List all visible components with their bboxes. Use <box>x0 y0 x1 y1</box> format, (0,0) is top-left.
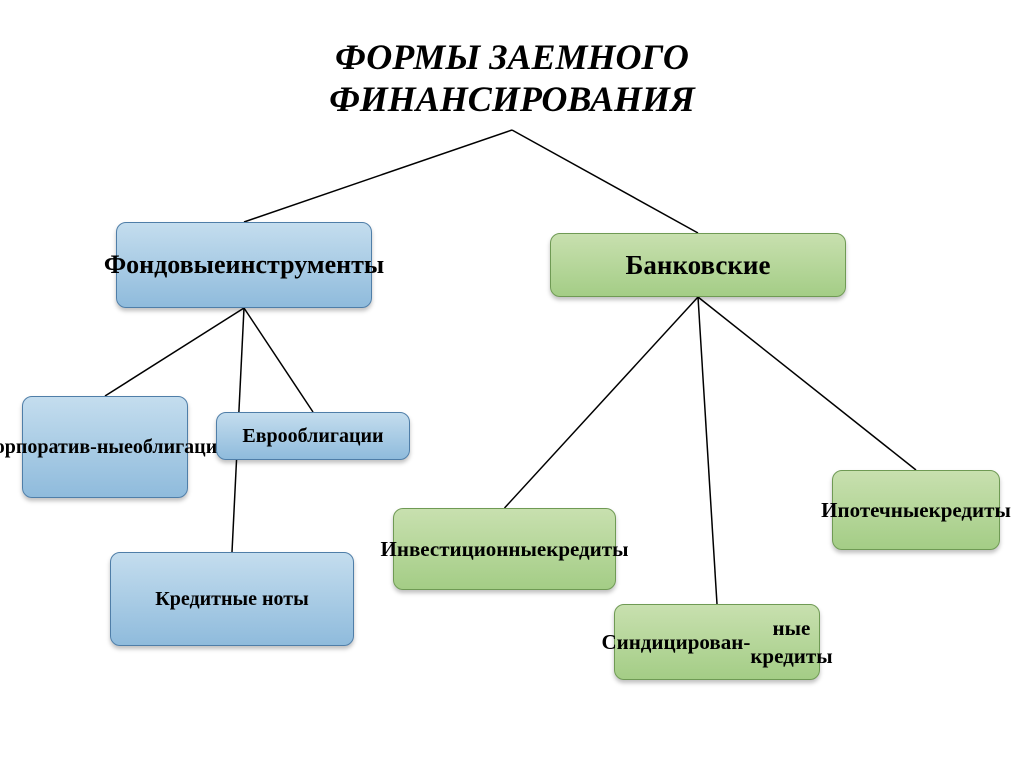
edge <box>505 297 699 508</box>
edge <box>244 308 313 412</box>
node-fondovye-instrumenty: Фондовыеинструменты <box>116 222 372 308</box>
edge <box>698 297 916 470</box>
node-investitsionnye-kredity: Инвестиционныекредиты <box>393 508 616 590</box>
node-bankovskie: Банковские <box>550 233 846 297</box>
title-line-1: ФОРМЫ ЗАЕМНОГО <box>0 36 1024 78</box>
edge <box>698 297 717 604</box>
node-sinditsirovannye-kredity: Синдицирован-ные кредиты <box>614 604 820 680</box>
title-line-2: ФИНАНСИРОВАНИЯ <box>0 78 1024 120</box>
node-kreditnye-noty: Кредитные ноты <box>110 552 354 646</box>
node-ipotechnye-kredity: Ипотечныекредиты <box>832 470 1000 550</box>
node-evroobligatsii: Еврооблигации <box>216 412 410 460</box>
edge <box>105 308 244 396</box>
edge <box>244 130 512 222</box>
diagram-title: ФОРМЫ ЗАЕМНОГО ФИНАНСИРОВАНИЯ <box>0 36 1024 120</box>
node-korporativnye-obligatsii: Корпоратив-ныеоблигации <box>22 396 188 498</box>
edge <box>512 130 698 233</box>
diagram-canvas: ФОРМЫ ЗАЕМНОГО ФИНАНСИРОВАНИЯ Фондовыеин… <box>0 0 1024 767</box>
